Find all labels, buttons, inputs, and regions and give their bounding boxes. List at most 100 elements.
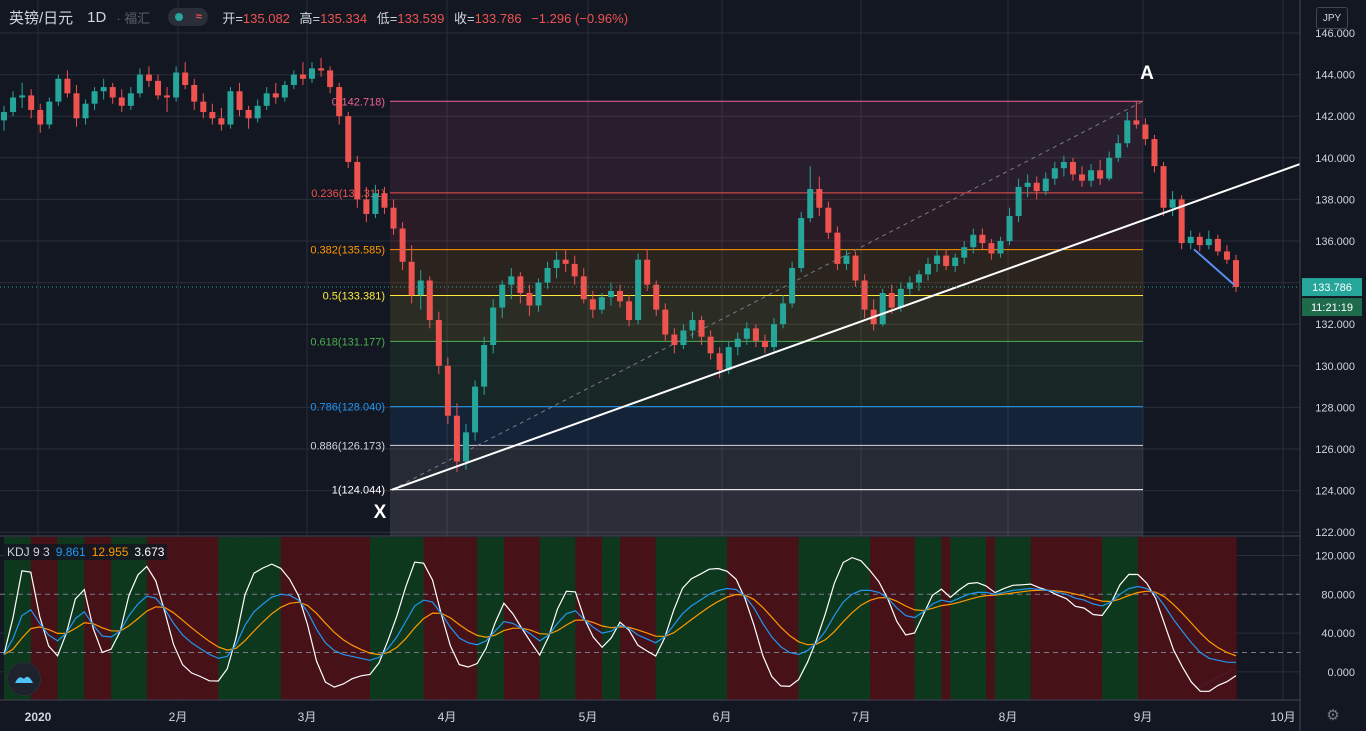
kdj-regime-stripe [1003, 537, 1014, 700]
fib-zone [390, 192, 1143, 250]
fib-zone [390, 295, 1143, 342]
candle-body [1223, 251, 1230, 260]
kdj-regime-stripe [798, 537, 809, 700]
kdj-regime-stripe [994, 537, 1005, 700]
gear-icon[interactable]: ⚙ [1326, 707, 1340, 724]
kdj-regime-stripe [1093, 537, 1103, 700]
kdj-regime-stripe [593, 537, 603, 700]
candle-body [1079, 174, 1085, 181]
data-source: · 福汇 [116, 10, 151, 26]
candle-body [1214, 238, 1221, 252]
kdj-regime-stripe [1191, 537, 1201, 700]
kdj-regime-stripe [128, 537, 139, 700]
candle-body [218, 118, 225, 125]
candle-body [1015, 186, 1022, 217]
candle-body [254, 105, 261, 119]
kdj-regime-stripe [1084, 537, 1094, 700]
candle-body [970, 234, 977, 248]
price-tick-label: 124.000 [1315, 486, 1355, 498]
candle-body [988, 243, 995, 254]
kdj-regime-stripe [637, 537, 648, 700]
kdj-regime-stripe [1209, 537, 1219, 700]
kdj-regime-stripe [1102, 537, 1112, 700]
kdj-regime-stripe [334, 537, 344, 700]
kdj-regime-stripe [396, 537, 407, 700]
candle-body [173, 72, 180, 98]
kdj-tick-label: 0.000 [1327, 667, 1355, 679]
candle-body [191, 85, 198, 102]
candle-body [517, 276, 524, 293]
candle-body [155, 80, 161, 96]
kdj-regime-stripe [1119, 537, 1130, 700]
kdj-regime-stripe [521, 537, 532, 700]
candle-body [680, 330, 687, 345]
candle-body [789, 268, 796, 304]
kdj-regime-stripe [30, 537, 41, 700]
kdj-regime-stripe [727, 537, 737, 700]
currency-button[interactable]: JPY [1316, 7, 1348, 29]
time-tick-label: 3月 [298, 710, 317, 724]
kdj-regime-stripe [655, 537, 666, 700]
candle-body [1160, 166, 1167, 208]
market-open-dot-icon [174, 13, 183, 21]
candle-body [834, 232, 841, 264]
candle-body [46, 101, 53, 125]
candle-body [725, 347, 732, 370]
candle-body [318, 68, 325, 71]
kdj-regime-stripe [4, 537, 14, 700]
kdj-regime-stripe [611, 537, 621, 700]
kdj-k-line [3, 585, 1237, 663]
candle-body [37, 109, 44, 125]
time-tick-label: 2020 [25, 710, 52, 724]
kdj-regime-stripe [843, 537, 853, 700]
kdj-regime-stripe [753, 537, 764, 700]
kdj-regime-stripe [298, 537, 309, 700]
candle-body [299, 74, 306, 79]
kdj-regime-stripe [771, 537, 782, 700]
candle-body [879, 293, 886, 325]
kdj-regime-stripe [602, 537, 612, 700]
kdj-regime-stripe [387, 537, 398, 700]
kdj-regime-stripe [861, 537, 871, 700]
kdj-regime-stripe [414, 537, 425, 700]
kdj-regime-stripe [182, 537, 193, 700]
candle-body [263, 93, 270, 106]
kdj-regime-stripe [700, 537, 710, 700]
fib-zone [390, 445, 1143, 490]
kdj-regime-stripe [628, 537, 639, 700]
kdj-regime-stripe [289, 537, 300, 700]
kdj-regime-stripe [486, 537, 496, 700]
kdj-k-value: 9.861 [55, 545, 86, 559]
candle-body [499, 284, 506, 308]
time-tick-label: 7月 [852, 710, 871, 724]
symbol-name[interactable]: 英镑/日元 [9, 9, 74, 27]
kdj-regime-stripe [378, 537, 389, 700]
candle-body [897, 288, 904, 308]
kdj-regime-stripe [102, 537, 112, 700]
kdj-regime-stripe [1155, 537, 1166, 700]
kdj-regime-stripe [905, 537, 916, 700]
candle-body [617, 290, 623, 302]
candle-body [363, 199, 370, 214]
candle-body [1151, 139, 1158, 167]
candle-body [145, 74, 152, 81]
kdj-regime-stripe [146, 537, 157, 700]
kdj-regime-stripe [191, 537, 202, 700]
market-status-pill[interactable]: ≈ [168, 8, 209, 26]
kdj-regime-stripe [834, 537, 844, 700]
countdown-tag-text: 11:21:19 [1311, 302, 1353, 314]
kdj-regime-stripe [236, 537, 246, 700]
kdj-title[interactable]: KDJ 9 3 [7, 545, 50, 559]
kdj-regime-stripe [66, 537, 77, 700]
candle-body [1124, 120, 1131, 144]
price-pattern-line [1193, 248, 1235, 286]
kdj-regime-stripe [1200, 537, 1210, 700]
timeframe[interactable]: 1D [87, 8, 107, 26]
chart-legend-bar: 英镑/日元 1D · 福汇 ≈ 开=135.082 高=135.334 低=13… [0, 0, 1300, 34]
price-tick-label: 142.000 [1315, 111, 1355, 123]
broker-logo-icon[interactable] [7, 662, 41, 696]
kdj-regime-stripe [271, 537, 282, 700]
candle-body [354, 161, 361, 200]
kdj-regime-stripe [200, 537, 210, 700]
